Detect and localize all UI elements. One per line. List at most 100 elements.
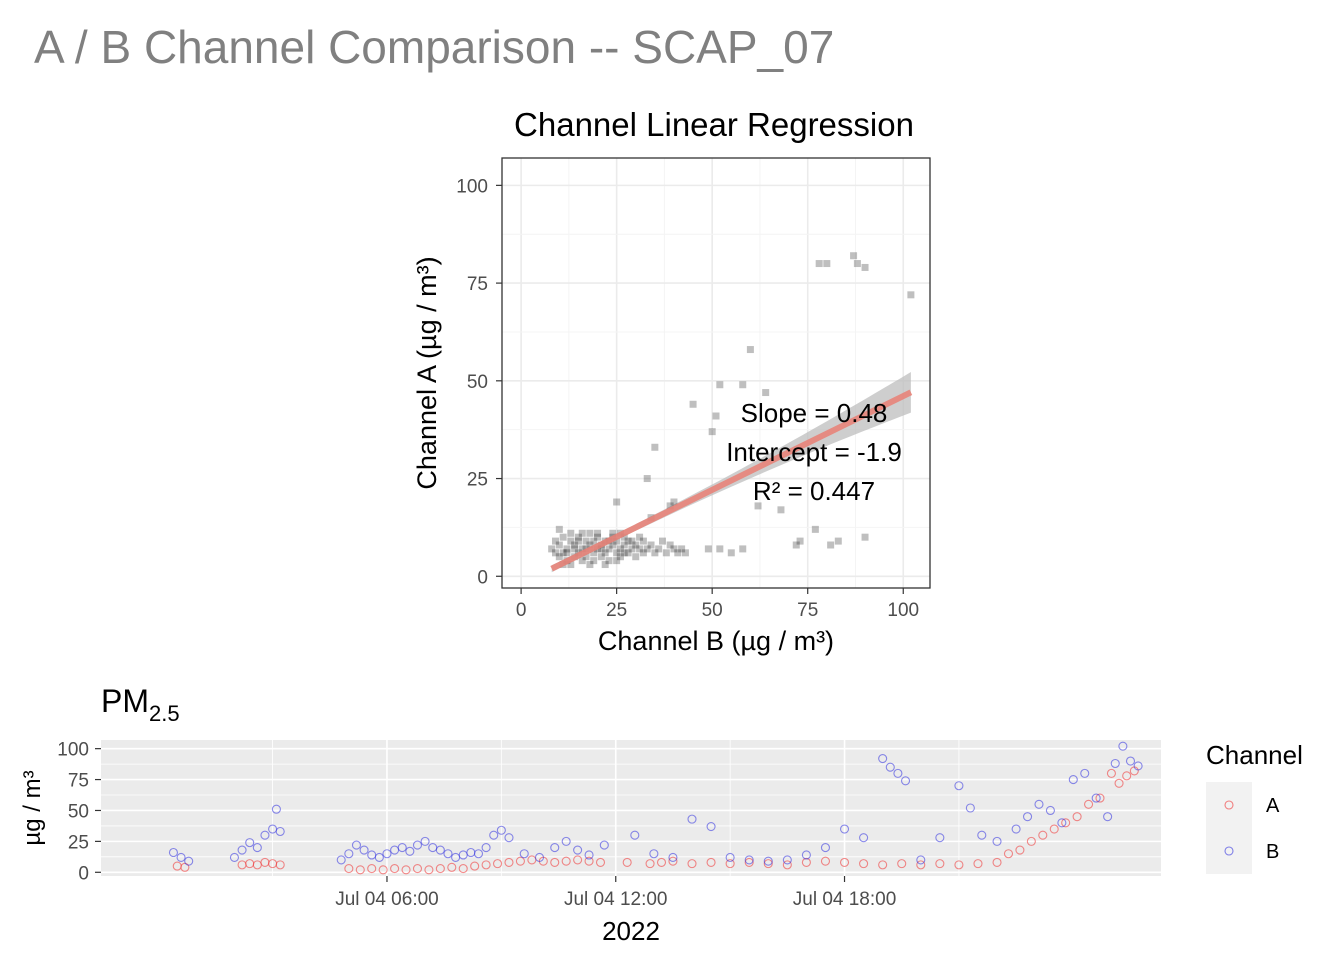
- timeseries-point-a: [935, 859, 945, 869]
- regression-point: [594, 533, 602, 541]
- regression-point: [689, 400, 697, 408]
- regression-point: [605, 545, 613, 553]
- timeseries-point-a: [916, 860, 926, 870]
- regression-point: [559, 533, 567, 541]
- regression-point: [827, 541, 835, 549]
- timeseries-point-a: [1122, 771, 1132, 781]
- regression-point: [850, 252, 858, 260]
- timeseries-point-b: [496, 825, 506, 835]
- regression-point: [739, 545, 747, 553]
- regression-point: [563, 549, 571, 557]
- regression-point: [655, 545, 663, 553]
- regression-point: [552, 537, 559, 545]
- timeseries-x-axis-label: 2022: [602, 916, 660, 946]
- regression-point: [907, 291, 915, 299]
- timeseries-point-a: [687, 859, 697, 869]
- regression-point: [861, 533, 869, 541]
- regression-point: [590, 549, 598, 557]
- timeseries-point-b: [859, 833, 869, 843]
- regression-point: [567, 561, 575, 569]
- timeseries-point-a: [725, 859, 735, 869]
- regression-point: [861, 263, 869, 271]
- timeseries-point-a: [344, 864, 354, 874]
- timeseries-point-a: [424, 865, 434, 875]
- timeseries-point-b: [351, 840, 362, 850]
- timeseries-point-b: [168, 847, 178, 858]
- regression-point: [712, 412, 720, 420]
- timeseries-point-a: [1072, 812, 1082, 822]
- timeseries-point-a: [859, 859, 869, 869]
- regression-point: [582, 537, 590, 545]
- regression-point: [590, 557, 598, 565]
- timeseries-point-a: [1095, 793, 1105, 803]
- regression-point: [632, 553, 640, 561]
- regression-x-tick-label: 50: [702, 600, 723, 621]
- timeseries-x-tick-label: Jul 04 18:00: [793, 889, 897, 910]
- regression-point: [552, 549, 559, 557]
- regression-point: [643, 545, 651, 553]
- regression-point: [647, 541, 655, 549]
- timeseries-point-a: [390, 864, 400, 874]
- timeseries-point-b: [550, 843, 560, 853]
- timeseries-point-b: [237, 845, 247, 855]
- timeseries-point-b: [336, 855, 346, 865]
- timeseries-point-a: [973, 859, 983, 869]
- regression-point: [594, 529, 602, 537]
- timeseries-point-b: [275, 826, 285, 837]
- regression-point: [620, 541, 628, 549]
- timeseries-point-b: [763, 856, 773, 866]
- regression-point: [716, 381, 724, 389]
- regression-point: [620, 533, 628, 541]
- regression-panel-border: [501, 157, 931, 589]
- regression-point: [616, 553, 624, 561]
- timeseries-point-a: [1003, 849, 1014, 859]
- timeseries-point-a: [839, 857, 850, 867]
- timeseries-y-tick-label: 0: [78, 863, 89, 884]
- regression-point: [636, 545, 644, 553]
- timeseries-point-b: [1034, 799, 1044, 809]
- regression-point: [555, 553, 563, 561]
- timeseries-point-a: [820, 856, 831, 866]
- regression-point: [704, 545, 712, 553]
- timeseries-point-b: [489, 830, 499, 840]
- regression-point: [670, 545, 678, 553]
- timeseries-point-b: [176, 852, 186, 863]
- timeseries-point-a: [573, 855, 583, 865]
- regression-point: [571, 545, 579, 553]
- timeseries-y-tick-label: 25: [68, 832, 89, 853]
- timeseries-point-b: [878, 753, 888, 764]
- timeseries-point-b: [954, 781, 964, 791]
- regression-point: [616, 545, 624, 553]
- regression-point: [624, 549, 632, 557]
- timeseries-point-a: [412, 864, 423, 874]
- timeseries-y-tick-label: 75: [68, 771, 89, 792]
- legend-key-b: [1224, 846, 1234, 856]
- timeseries-point-b: [504, 833, 514, 843]
- timeseries-point-b: [184, 856, 194, 866]
- timeseries-x-tick-label: Jul 04 06:00: [335, 889, 439, 910]
- timeseries-point-a: [447, 862, 457, 872]
- timeseries-point-a: [1038, 830, 1048, 840]
- regression-point: [762, 389, 770, 397]
- timeseries-point-b: [839, 824, 850, 834]
- regression-point: [754, 502, 762, 510]
- regression-point: [586, 529, 594, 537]
- timeseries-y-tick-label: 50: [68, 801, 89, 822]
- regression-point: [582, 553, 590, 561]
- timeseries-title-subscript: 2.5: [149, 701, 180, 726]
- timeseries-point-b: [382, 849, 392, 859]
- regression-point: [815, 260, 823, 268]
- regression-annotation: R² = 0.447: [753, 476, 875, 506]
- regression-point: [681, 549, 689, 557]
- timeseries-point-b: [1133, 761, 1143, 771]
- timeseries-point-a: [763, 859, 773, 869]
- legend-label-b: B: [1266, 841, 1279, 863]
- timeseries-point-b: [1057, 818, 1067, 828]
- regression-point: [662, 549, 670, 557]
- regression-point: [670, 498, 678, 506]
- timeseries-point-b: [649, 849, 659, 859]
- timeseries-point-a: [1026, 836, 1036, 846]
- legend: Channel A B: [1206, 740, 1303, 874]
- timeseries-title: PM2.5: [101, 683, 180, 726]
- regression-point: [613, 557, 621, 565]
